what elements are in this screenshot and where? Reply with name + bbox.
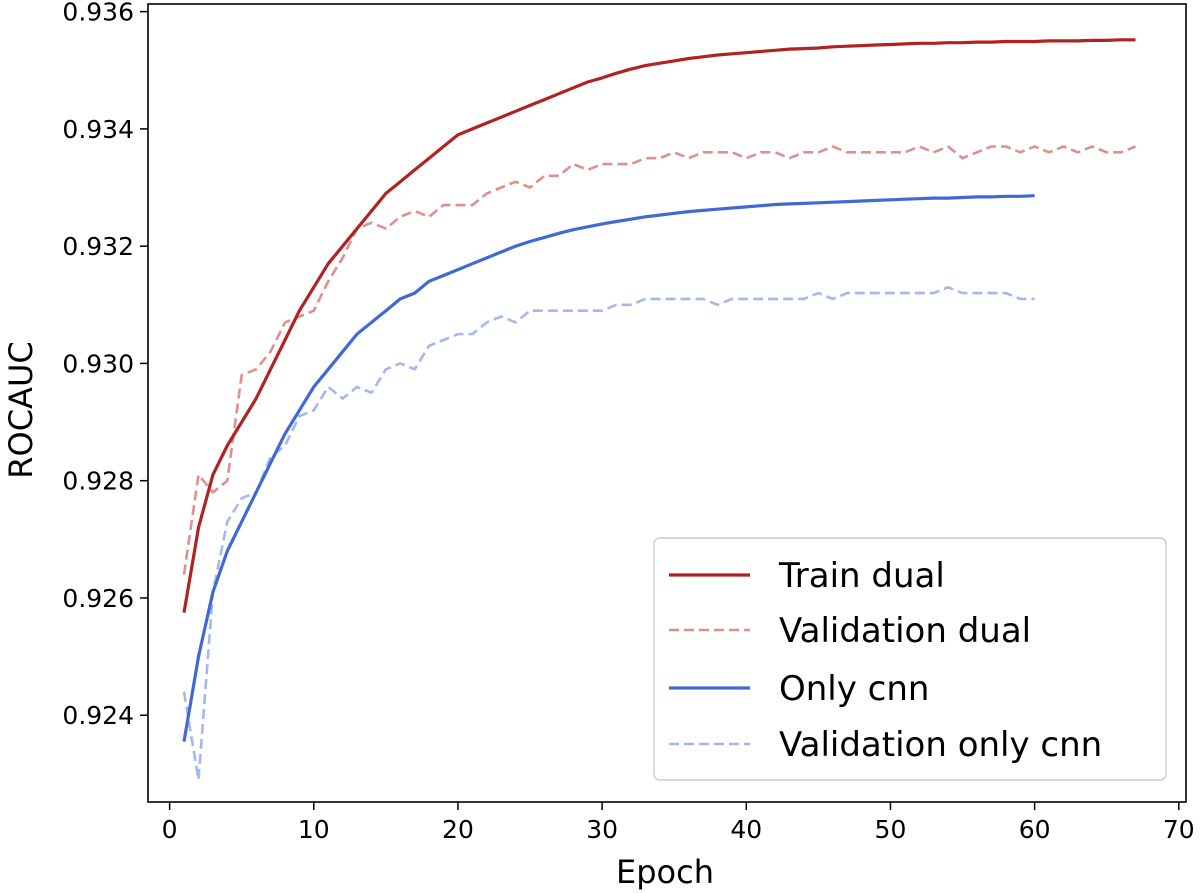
x-tick-label: 60 [1019, 815, 1051, 844]
x-tick-label: 50 [875, 815, 907, 844]
series-layer [182, 38, 1136, 782]
y-tick-label: 0.932 [62, 232, 134, 261]
y-tick-label: 0.930 [62, 349, 134, 378]
plot-frame [147, 3, 1187, 803]
x-axis-label: Epoch [616, 853, 714, 891]
y-axis: 0.924 0.926 0.928 0.930 0.932 0.934 0.936 [62, 0, 148, 730]
y-tick-label: 0.926 [62, 584, 134, 613]
y-axis-label: ROCAUC [2, 341, 40, 478]
y-tick-label: 0.936 [62, 0, 134, 27]
x-tick-label: 70 [1163, 815, 1195, 844]
series-line-validation-only-cnn [182, 285, 1035, 782]
legend-items: Train dual Validation dual Only cnn Validat… [669, 556, 1102, 765]
series-line-train-dual [182, 38, 1136, 613]
y-tick-label: 0.934 [62, 115, 134, 144]
x-tick-label: 20 [442, 815, 474, 844]
legend-label: Validation dual [779, 611, 1031, 651]
legend-label: Validation only cnn [779, 725, 1102, 765]
x-tick-label: 10 [298, 815, 330, 844]
y-tick-label: 0.928 [62, 467, 134, 496]
x-tick-label: 40 [730, 815, 762, 844]
legend-label: Train dual [778, 556, 945, 596]
legend-box [653, 537, 1167, 781]
x-axis: 0 10 20 30 40 50 60 70 [162, 802, 1195, 844]
legend-label: Only cnn [779, 669, 929, 709]
x-tick-label: 30 [586, 815, 618, 844]
x-tick-label: 0 [162, 815, 178, 844]
y-tick-label: 0.924 [62, 701, 134, 730]
legend: Train dual Validation dual Only cnn Validat… [653, 537, 1167, 781]
series-line-only-cnn [182, 194, 1035, 742]
series-line-validation-dual [182, 145, 1136, 575]
